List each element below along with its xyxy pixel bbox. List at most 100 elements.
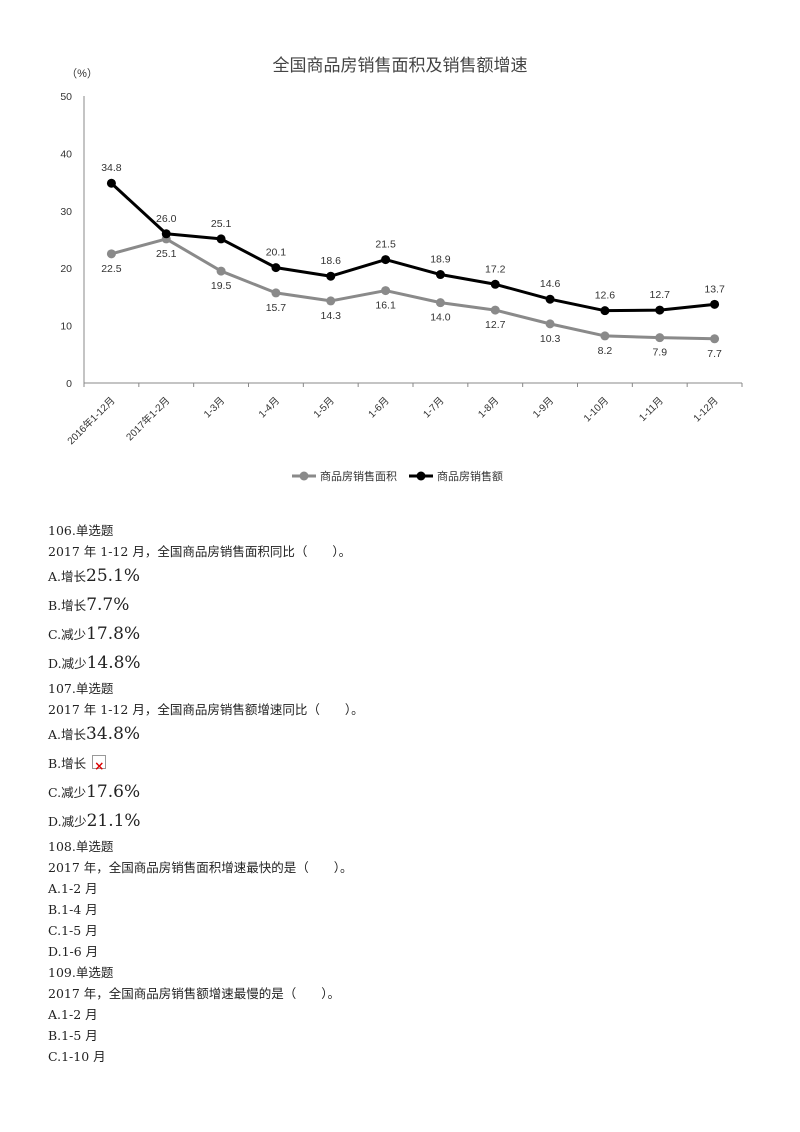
- data-point: [216, 266, 226, 276]
- answer-option[interactable]: D.减少14.8%: [48, 649, 768, 678]
- option-prefix: 减少: [61, 656, 87, 671]
- data-point: [490, 305, 500, 315]
- data-point: [381, 286, 391, 296]
- x-tick-label: 1-7月: [421, 395, 447, 421]
- option-letter: C.: [48, 1049, 62, 1064]
- option-letter: B.: [48, 1028, 62, 1043]
- option-text: 1-6 月: [61, 944, 99, 959]
- data-label: 13.7: [704, 283, 725, 295]
- data-point: [161, 229, 171, 239]
- data-point: [655, 333, 665, 343]
- option-text: 1-2 月: [61, 881, 98, 896]
- x-tick-label: 1-11月: [637, 395, 666, 424]
- question-stem: 2017 年，全国商品房销售额增速最慢的是（ ）。: [48, 986, 341, 1001]
- option-letter: C.: [48, 627, 62, 642]
- data-label: 25.1: [156, 248, 177, 260]
- option-letter: D.: [48, 814, 62, 829]
- data-label: 8.2: [598, 345, 613, 357]
- data-point: [435, 270, 445, 280]
- data-label: 18.6: [321, 255, 342, 267]
- option-letter: C.: [48, 923, 62, 938]
- option-letter: D.: [48, 656, 62, 671]
- option-letter: D.: [48, 944, 62, 959]
- option-letter: B.: [48, 756, 62, 771]
- y-tick-label: 10: [60, 321, 72, 333]
- question-stem: 2017 年 1-12 月，全国商品房销售面积同比（ ）。: [48, 544, 352, 559]
- data-label: 15.7: [266, 302, 287, 314]
- x-tick-label: 1-9月: [530, 395, 556, 421]
- option-value: 14.8%: [86, 653, 141, 673]
- option-letter: B.: [48, 902, 62, 917]
- option-value: 17.8%: [86, 624, 141, 644]
- answer-option[interactable]: C.1-10 月: [48, 1046, 768, 1067]
- data-point: [381, 255, 391, 265]
- data-label: 34.8: [101, 162, 122, 174]
- x-tick-label: 2017年1-2月: [123, 394, 172, 443]
- data-point: [106, 249, 116, 259]
- option-prefix: 增长: [61, 727, 87, 742]
- y-tick-label: 50: [60, 91, 72, 103]
- series-line-2: [110, 182, 715, 313]
- answer-option[interactable]: A.增长34.8%: [48, 720, 768, 749]
- data-label: 22.5: [101, 263, 122, 275]
- data-point: [490, 279, 500, 289]
- answer-option[interactable]: D.减少21.1%: [48, 807, 768, 836]
- option-letter: A.: [48, 1007, 62, 1022]
- question-stem: 2017 年 1-12 月，全国商品房销售额增速同比（ ）。: [48, 702, 364, 717]
- data-label: 14.3: [321, 310, 342, 322]
- data-point: [326, 271, 336, 281]
- question-list: 106.单选题 2017 年 1-12 月，全国商品房销售面积同比（ ）。 A.增长…: [48, 520, 768, 1067]
- option-value: 7.7%: [86, 595, 130, 615]
- option-value: 21.1%: [86, 811, 141, 831]
- option-prefix: 减少: [61, 785, 87, 800]
- data-point: [326, 296, 336, 306]
- y-tick-label: 40: [60, 148, 72, 160]
- data-point: [435, 298, 445, 308]
- data-label: 7.9: [652, 347, 667, 359]
- answer-option[interactable]: C.减少17.6%: [48, 778, 768, 807]
- y-tick-label: 20: [60, 263, 72, 275]
- answer-option[interactable]: A.1-2 月: [48, 878, 768, 899]
- option-letter: C.: [48, 785, 62, 800]
- data-label: 12.7: [485, 319, 506, 331]
- data-label: 14.6: [540, 278, 561, 290]
- data-label: 14.0: [430, 312, 451, 324]
- data-label: 26.0: [156, 213, 177, 225]
- question-number: 106.单选题: [48, 523, 114, 538]
- chart-title: 全国商品房销售面积及销售额增速: [273, 56, 528, 75]
- question-number: 108.单选题: [48, 839, 114, 854]
- option-text: 1-2 月: [61, 1007, 98, 1022]
- legend-label: 商品房销售面积: [320, 469, 397, 483]
- data-point: [710, 299, 720, 309]
- y-tick-label: 0: [66, 378, 72, 390]
- question-stem: 2017 年，全国商品房销售面积增速最快的是（ ）。: [48, 860, 353, 875]
- x-tick-label: 2016年1-12月: [64, 394, 117, 447]
- data-point: [710, 334, 720, 344]
- x-tick-label: 1-3月: [201, 395, 227, 421]
- x-tick-label: 1-12月: [691, 395, 721, 425]
- answer-option[interactable]: B.增长: [48, 749, 768, 781]
- option-prefix: 增长: [61, 598, 87, 613]
- data-label: 19.5: [211, 280, 232, 292]
- answer-option[interactable]: A.增长25.1%: [48, 562, 768, 591]
- data-label: 17.2: [485, 263, 506, 275]
- answer-option[interactable]: B.增长7.7%: [48, 591, 768, 620]
- x-tick-label: 1-5月: [311, 395, 337, 421]
- answer-option[interactable]: C.1-5 月: [48, 920, 768, 941]
- chart: 全国商品房销售面积及销售额增速 （%） 0 10 20 30 40 50 2016年1-12月 2…: [0, 0, 800, 500]
- answer-option[interactable]: B.1-5 月: [48, 1025, 768, 1046]
- answer-option[interactable]: A.1-2 月: [48, 1004, 768, 1025]
- answer-option[interactable]: C.减少17.8%: [48, 620, 768, 649]
- option-letter: A.: [48, 881, 62, 896]
- legend-swatch-marker: [416, 471, 426, 481]
- answer-option[interactable]: D.1-6 月: [48, 941, 768, 962]
- answer-option[interactable]: B.1-4 月: [48, 899, 768, 920]
- x-tick-label: 1-4月: [256, 395, 282, 421]
- legend-swatch-marker: [299, 471, 309, 481]
- option-letter: B.: [48, 598, 62, 613]
- x-tick-label: 1-10月: [581, 395, 611, 425]
- option-value: 34.8%: [86, 724, 141, 744]
- data-point: [106, 178, 116, 188]
- broken-image-icon: [92, 752, 107, 781]
